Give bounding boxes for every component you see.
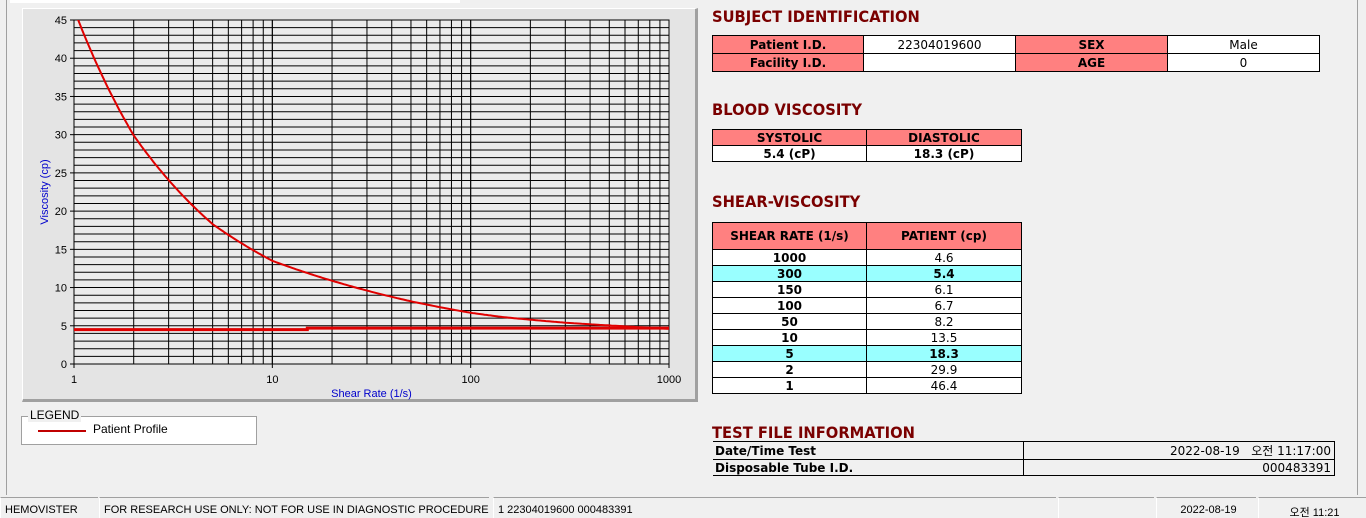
shear-value-cell: 13.5 bbox=[866, 329, 1022, 346]
series-line-0 bbox=[77, 20, 669, 330]
shear-row: 5 18.3 bbox=[712, 345, 1022, 362]
blood-table: SYSTOLIC DIASTOLIC 5.4 (cP) 18.3 (cP) bbox=[712, 129, 1022, 162]
patient-header: PATIENT (cp) bbox=[866, 222, 1022, 250]
status-record: 1 22304019600 000483391 bbox=[493, 497, 1056, 518]
y-tick-label: 5 bbox=[61, 321, 67, 333]
date-value: 2022-08-19 오전 11:17:00 bbox=[1022, 441, 1335, 460]
chart-svg: 0 5 10 15 20 25 30 35 40 45 1 10 100 1000 Shear Rate (… bbox=[39, 15, 681, 400]
date-label: Date/Time Test bbox=[713, 441, 1024, 460]
shear-rate-cell: 1000 bbox=[712, 249, 867, 266]
y-axis-label: Viscosity (cp) bbox=[39, 159, 51, 224]
viscosity-chart: 0 5 10 15 20 25 30 35 40 45 1 10 100 1000 Shear Rate (… bbox=[22, 8, 698, 402]
plot-area bbox=[73, 19, 670, 365]
y-tick-label: 10 bbox=[55, 283, 67, 295]
patient-id-value: 22304019600 bbox=[863, 35, 1016, 54]
age-label: AGE bbox=[1015, 53, 1168, 72]
tube-label: Disposable Tube I.D. bbox=[713, 459, 1024, 476]
shear-value-cell: 5.4 bbox=[866, 265, 1022, 282]
shear-value-cell: 18.3 bbox=[866, 345, 1022, 362]
testfile-heading: TEST FILE INFORMATION bbox=[712, 423, 915, 442]
shear-value-cell: 46.4 bbox=[866, 377, 1022, 394]
y-tick-label: 40 bbox=[55, 53, 67, 65]
shear-rate-cell: 300 bbox=[712, 265, 867, 282]
diastolic-label: DIASTOLIC bbox=[866, 129, 1022, 146]
y-tick-label: 25 bbox=[55, 168, 67, 180]
shear-value-cell: 29.9 bbox=[866, 361, 1022, 378]
status-empty bbox=[1058, 497, 1154, 518]
y-tick-label: 15 bbox=[55, 244, 67, 256]
shear-rate-cell: 5 bbox=[712, 345, 867, 362]
shear-row: 1000 4.6 bbox=[712, 249, 1022, 266]
sex-value: Male bbox=[1167, 35, 1320, 54]
shear-rate-cell: 50 bbox=[712, 313, 867, 330]
shear-row: 50 8.2 bbox=[712, 313, 1022, 330]
legend-title: LEGEND bbox=[28, 408, 82, 422]
y-tick-label: 45 bbox=[55, 15, 67, 27]
y-tick-label: 30 bbox=[55, 130, 67, 142]
legend-swatch bbox=[38, 430, 86, 432]
right-border bbox=[1357, 0, 1358, 495]
shear-rate-cell: 150 bbox=[712, 281, 867, 298]
x-tick-label: 100 bbox=[461, 374, 479, 386]
subject-table: Patient I.D. 22304019600 SEX Male Facili… bbox=[712, 35, 1320, 72]
status-time: 오전 11:21 bbox=[1258, 497, 1366, 518]
shear-row: 1 46.4 bbox=[712, 377, 1022, 394]
shear-row: 10 13.5 bbox=[712, 329, 1022, 346]
testfile-table: Date/Time Test 2022-08-19 오전 11:17:00 Di… bbox=[713, 441, 1335, 476]
shear-rate-cell: 1 bbox=[712, 377, 867, 394]
facility-id-label: Facility I.D. bbox=[712, 53, 864, 72]
status-notice: FOR RESEARCH USE ONLY: NOT FOR USE IN DI… bbox=[99, 497, 489, 518]
y-tick-label: 20 bbox=[55, 206, 67, 218]
shear-row: 2 29.9 bbox=[712, 361, 1022, 378]
y-tick-label: 0 bbox=[61, 359, 67, 371]
facility-id-value bbox=[863, 53, 1016, 72]
shear-value-cell: 6.1 bbox=[866, 281, 1022, 298]
diastolic-value: 18.3 (cP) bbox=[866, 145, 1022, 162]
shear-row: 100 6.7 bbox=[712, 297, 1022, 314]
legend-label: Patient Profile bbox=[93, 422, 168, 436]
status-bar: HEMOVISTER FOR RESEARCH USE ONLY: NOT FO… bbox=[0, 497, 1366, 518]
blood-heading: BLOOD VISCOSITY bbox=[712, 100, 863, 119]
sex-label: SEX bbox=[1015, 35, 1168, 54]
shear-rate-cell: 100 bbox=[712, 297, 867, 314]
systolic-label: SYSTOLIC bbox=[712, 129, 867, 146]
shear-value-cell: 8.2 bbox=[866, 313, 1022, 330]
status-app: HEMOVISTER bbox=[0, 497, 98, 518]
subject-heading: SUBJECT IDENTIFICATION bbox=[712, 7, 920, 26]
age-value: 0 bbox=[1167, 53, 1320, 72]
shear-value-cell: 6.7 bbox=[866, 297, 1022, 314]
systolic-value: 5.4 (cP) bbox=[712, 145, 867, 162]
y-tick-label: 35 bbox=[55, 91, 67, 103]
series-line-1 bbox=[74, 326, 669, 332]
tube-value: 000483391 bbox=[1022, 459, 1335, 476]
x-tick-label: 10 bbox=[266, 374, 278, 386]
x-tick-label: 1 bbox=[71, 374, 77, 386]
left-border bbox=[6, 0, 7, 495]
shear-rate-cell: 10 bbox=[712, 329, 867, 346]
shear-table: SHEAR RATE (1/s) PATIENT (cp) 1000 4.6 300… bbox=[712, 222, 1022, 394]
shear-row: 150 6.1 bbox=[712, 281, 1022, 298]
shear-value-cell: 4.6 bbox=[866, 249, 1022, 266]
patient-id-label: Patient I.D. bbox=[712, 35, 864, 54]
shear-row: 300 5.4 bbox=[712, 265, 1022, 282]
shear-rate-header: SHEAR RATE (1/s) bbox=[712, 222, 867, 250]
shear-heading: SHEAR-VISCOSITY bbox=[712, 192, 861, 211]
top-edge bbox=[10, 0, 460, 3]
x-tick-label: 1000 bbox=[657, 374, 681, 386]
shear-rate-cell: 2 bbox=[712, 361, 867, 378]
status-date: 2022-08-19 bbox=[1156, 497, 1256, 518]
x-axis-label: Shear Rate (1/s) bbox=[331, 388, 412, 400]
